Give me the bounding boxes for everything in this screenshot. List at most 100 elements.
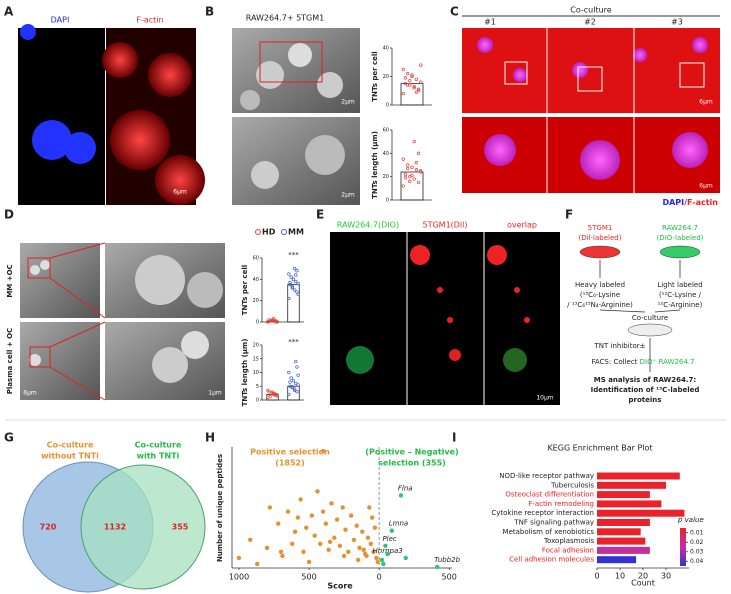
data-point: [294, 273, 298, 277]
point-label: Lmna: [389, 520, 408, 528]
flow-text: TNT inhibitor±: [594, 342, 646, 350]
data-point: [295, 365, 299, 369]
panel-letter: A: [4, 5, 14, 19]
channel-label: DAPI: [51, 16, 70, 25]
y-tick-label: 60: [253, 256, 259, 262]
panel-letter: G: [4, 431, 14, 445]
annotation: (1852): [275, 459, 305, 468]
colorbar-title: p value: [677, 516, 704, 524]
data-point: [248, 537, 253, 542]
data-point: [403, 555, 408, 561]
y-tick-label: 40: [383, 46, 389, 52]
legend-entry: DAPI: [662, 198, 684, 207]
annotation: (Positive – Negative): [365, 448, 458, 457]
data-point: [408, 79, 412, 83]
category-label: Cytokine receptor interaction: [491, 509, 594, 517]
y-tick-label: 0: [256, 398, 259, 404]
data-point: [410, 165, 414, 169]
data-point: [435, 564, 440, 570]
flow-text: FACS: Collect: [592, 358, 640, 366]
bar: [597, 519, 650, 526]
bar: [597, 509, 685, 517]
data-point: [272, 317, 276, 321]
panel-title: RAW264.7+ 5TGM1: [246, 14, 325, 23]
data-point: [405, 163, 410, 167]
data-point: [280, 553, 285, 559]
data-point: [295, 390, 299, 394]
data-point: [320, 448, 326, 454]
category-label: Cell adhesion molecules: [509, 556, 594, 564]
data-point: [369, 515, 375, 520]
data-point: [357, 545, 362, 551]
data-point: [374, 555, 379, 561]
data-point: [266, 388, 270, 393]
data-point: [416, 151, 421, 155]
data-point: [348, 513, 354, 518]
set-label: Co-culture: [135, 441, 182, 450]
data-point: [264, 545, 270, 551]
y-axis-label: TNTs per cell: [371, 51, 379, 101]
data-point: [274, 319, 278, 323]
bar: [597, 546, 650, 554]
data-point: [412, 177, 416, 181]
data-point: [288, 283, 292, 287]
row-label: MM +OC: [6, 264, 14, 297]
data-point: [403, 81, 408, 86]
data-point: [266, 320, 270, 324]
data-point: [398, 493, 404, 498]
category-label: TNF signaling pathway: [513, 519, 594, 527]
data-point: [296, 281, 300, 286]
data-point: [236, 555, 242, 561]
y-tick-label: 5: [256, 384, 259, 390]
data-point: [285, 509, 291, 514]
data-point: [412, 86, 416, 90]
data-point: [408, 83, 412, 87]
data-point: [278, 549, 284, 555]
data-point: [306, 559, 312, 565]
x-tick-label: 30: [661, 572, 671, 581]
flow-text: (DIO-labeled): [657, 234, 704, 242]
data-point: [295, 515, 301, 520]
panel-letter: D: [4, 208, 14, 222]
data-point: [401, 184, 405, 188]
data-point: [361, 547, 366, 553]
flow-text: Identification of ¹³C-labeled: [591, 386, 700, 394]
data-point: [332, 535, 337, 540]
legend-entry: MM: [288, 228, 304, 237]
data-point: [287, 272, 291, 276]
data-point: [351, 537, 357, 542]
legend-entry: /F-actin: [684, 198, 718, 207]
data-point: [276, 521, 281, 526]
data-point: [416, 89, 421, 93]
data-point: [401, 67, 405, 72]
flow-text: RAW264.7: [662, 224, 698, 232]
scale-bar: 6μm: [699, 183, 713, 190]
scale-bar: 10μm: [536, 395, 553, 402]
flow-text: ¹²C-Arginine): [658, 301, 703, 309]
flow-text: DIO⁺ RAW264.7: [640, 358, 695, 366]
significance: ***: [288, 338, 299, 346]
data-point: [410, 74, 414, 79]
data-point: [401, 91, 405, 96]
data-point: [327, 539, 333, 544]
set-label: with TNTi: [137, 452, 180, 461]
data-point: [414, 168, 419, 172]
point-label: Hnrnpa3: [373, 547, 403, 555]
flow-text: (¹³C₆-Lysine: [580, 291, 620, 299]
panel-letter: E: [316, 208, 324, 222]
x-tick-label: 10: [615, 572, 625, 581]
data-point: [294, 381, 298, 386]
data-point: [255, 561, 260, 567]
count-label: 720: [40, 523, 57, 532]
flow-text: FACS: Collect DIO⁺ RAW264.7: [592, 358, 695, 366]
y-tick-label: 10: [253, 370, 259, 376]
channel-label: overlap: [507, 221, 537, 230]
category-label: Toxoplasmosis: [543, 537, 594, 545]
data-point: [367, 505, 372, 510]
x-tick-label: 0: [377, 573, 382, 582]
data-point: [346, 549, 351, 555]
data-point: [294, 279, 298, 284]
column-label: #3: [671, 18, 683, 27]
category-label: Osteoclast differentiation: [505, 491, 594, 499]
